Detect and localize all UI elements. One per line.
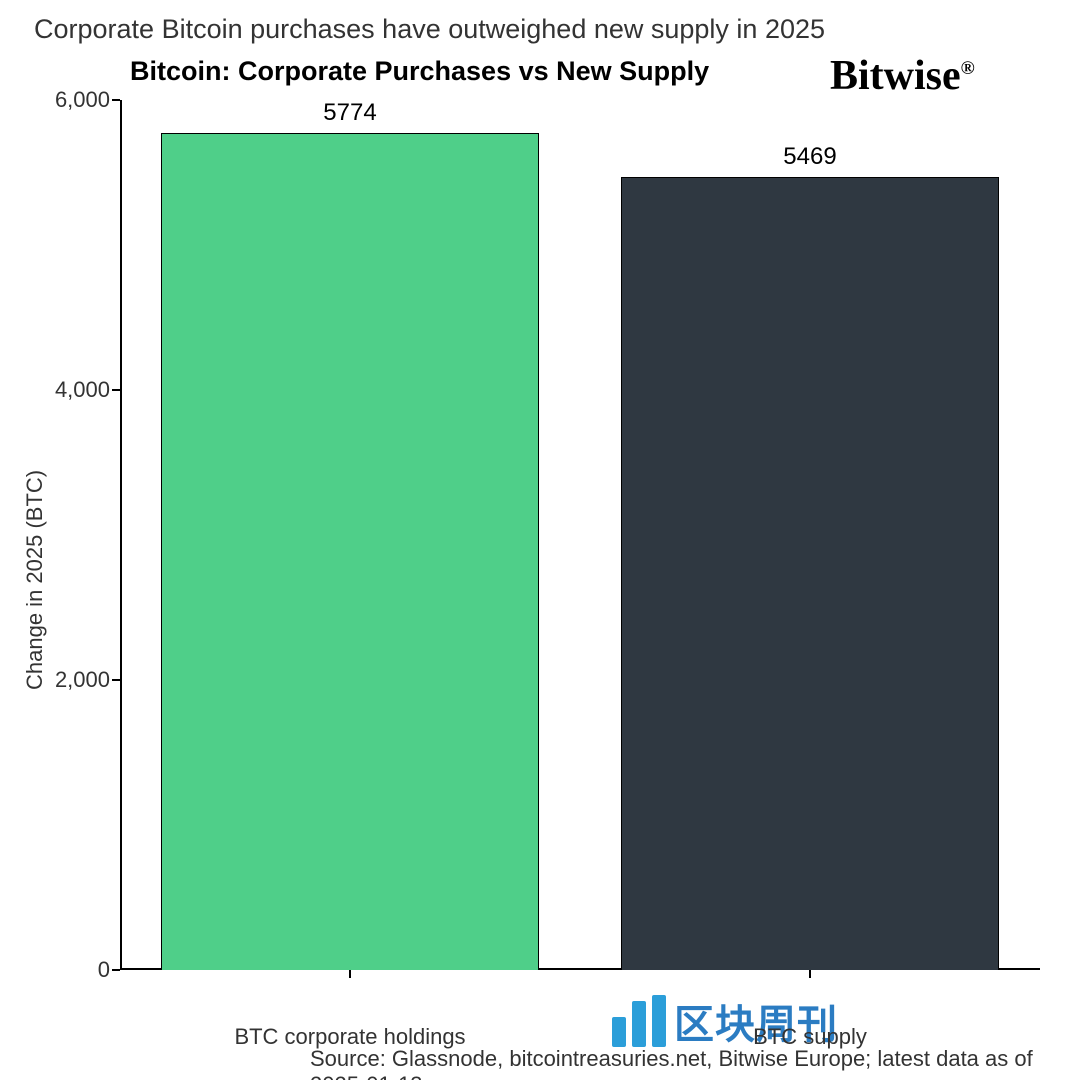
y-tick-label: 6,000 [30, 87, 110, 113]
brand-registered-icon: ® [961, 58, 975, 79]
watermark-bar [632, 1001, 646, 1047]
y-tick-label: 0 [30, 957, 110, 983]
y-tick-mark [112, 99, 120, 101]
chart-plot-area: 5774 5469 [120, 100, 1040, 970]
bar [621, 177, 998, 970]
y-axis-label: Change in 2025 (BTC) [22, 470, 48, 690]
y-tick-mark [112, 679, 120, 681]
y-axis-line [120, 100, 122, 970]
y-tick-label: 4,000 [30, 377, 110, 403]
brand-name: Bitwise [830, 53, 961, 99]
x-category-label: BTC corporate holdings [190, 1024, 510, 1050]
y-tick-label: 2,000 [30, 667, 110, 693]
headline: Corporate Bitcoin purchases have outweig… [34, 14, 825, 45]
x-tick-mark [349, 970, 351, 978]
x-tick-mark [809, 970, 811, 978]
bar-value-label: 5774 [161, 99, 538, 127]
brand-logo: Bitwise® [830, 52, 975, 100]
page-root: Corporate Bitcoin purchases have outweig… [0, 0, 1080, 1080]
watermark-bar [612, 1017, 626, 1047]
y-tick-mark [112, 389, 120, 391]
source-attribution: Source: Glassnode, bitcointreasuries.net… [310, 1046, 1080, 1080]
chart-title: Bitcoin: Corporate Purchases vs New Supp… [130, 56, 709, 87]
x-category-label: BTC supply [650, 1024, 970, 1050]
bar [161, 133, 538, 970]
y-tick-mark [112, 969, 120, 971]
bar-value-label: 5469 [621, 143, 998, 171]
